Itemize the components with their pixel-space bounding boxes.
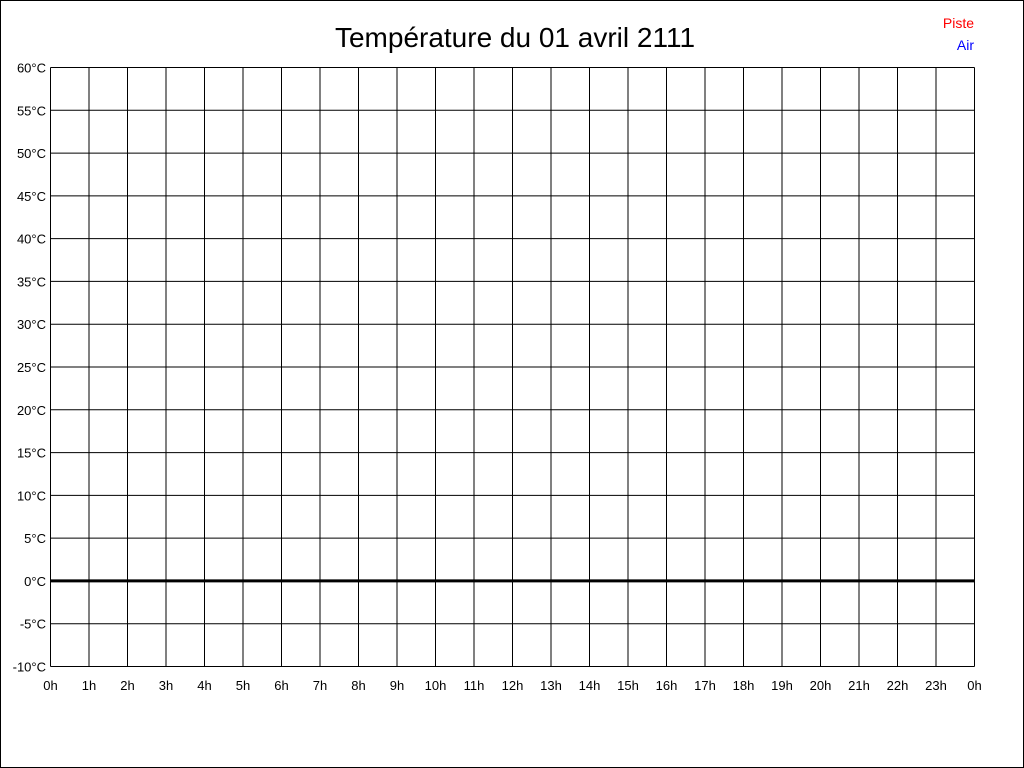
y-tick-label: 30°C	[17, 317, 46, 332]
y-tick-label: 0°C	[24, 574, 46, 589]
y-tick-label: -5°C	[20, 617, 46, 632]
x-tick-label: 18h	[733, 678, 755, 693]
y-tick-label: 35°C	[17, 274, 46, 289]
y-tick-label: 60°C	[17, 61, 46, 76]
y-tick-label: 45°C	[17, 189, 46, 204]
x-tick-label: 3h	[159, 678, 173, 693]
y-tick-label: 15°C	[17, 446, 46, 461]
y-tick-label: 20°C	[17, 403, 46, 418]
y-tick-label: -10°C	[13, 660, 46, 675]
x-tick-label: 21h	[848, 678, 870, 693]
y-tick-label: 25°C	[17, 360, 46, 375]
x-tick-label: 9h	[390, 678, 404, 693]
x-tick-label: 13h	[540, 678, 562, 693]
x-tick-label: 5h	[236, 678, 250, 693]
x-tick-label: 2h	[120, 678, 134, 693]
x-tick-label: 10h	[425, 678, 447, 693]
y-tick-label: 5°C	[24, 531, 46, 546]
x-tick-label: 8h	[351, 678, 365, 693]
x-tick-label: 23h	[925, 678, 947, 693]
chart-title: Température du 01 avril 2111	[335, 22, 695, 53]
x-tick-label: 22h	[887, 678, 909, 693]
x-tick-label: 11h	[464, 678, 485, 693]
x-tick-label: 19h	[771, 678, 793, 693]
x-tick-label: 14h	[579, 678, 601, 693]
x-tick-label: 6h	[274, 678, 288, 693]
x-tick-label: 0h	[967, 678, 981, 693]
x-tick-label: 4h	[197, 678, 211, 693]
x-tick-label: 12h	[502, 678, 524, 693]
y-tick-label: 10°C	[17, 488, 46, 503]
y-tick-label: 55°C	[17, 103, 46, 118]
x-tick-label: 0h	[43, 678, 57, 693]
y-tick-label: 40°C	[17, 232, 46, 247]
x-tick-label: 7h	[313, 678, 327, 693]
y-tick-label: 50°C	[17, 146, 46, 161]
x-tick-label: 20h	[810, 678, 832, 693]
legend-entry-piste: Piste	[943, 15, 974, 31]
x-tick-label: 16h	[656, 678, 678, 693]
x-tick-label: 17h	[694, 678, 716, 693]
x-tick-label: 1h	[82, 678, 96, 693]
x-tick-label: 15h	[617, 678, 639, 693]
legend-entry-air: Air	[957, 37, 974, 53]
